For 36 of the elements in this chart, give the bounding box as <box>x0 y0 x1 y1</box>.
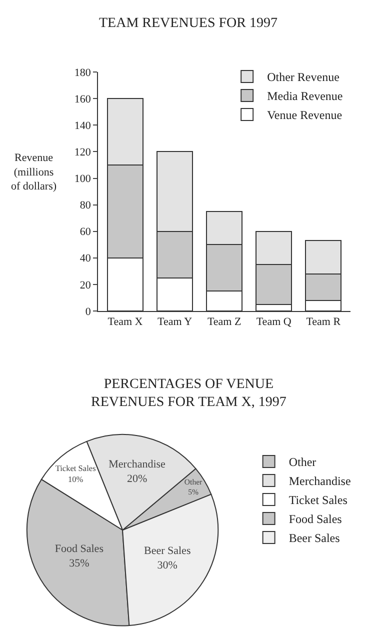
y-tick-label: 100 <box>74 173 92 186</box>
legend-label: Ticket Sales <box>288 493 348 508</box>
slice-label: Food Sales <box>54 543 104 556</box>
data-label: 20% <box>126 472 148 485</box>
legend-label: Beer Sales <box>288 531 340 546</box>
slice-label: Ticket Sales <box>55 464 96 474</box>
x-tick-label: Team R <box>306 316 342 328</box>
y-tick-label: 40 <box>80 252 92 265</box>
data-label: 35% <box>69 557 90 570</box>
y-tick-label: 20 <box>80 279 92 292</box>
x-tick-label: Team X <box>108 316 143 328</box>
y-tick-label: 80 <box>80 200 92 212</box>
data-label: 5% <box>188 488 199 497</box>
y-tick-label: 120 <box>74 146 92 159</box>
x-tick-label: Team Y <box>158 316 192 328</box>
slice-label: Other <box>184 478 203 487</box>
y-axis-title: Revenue (millions of dollars) <box>11 152 57 193</box>
y-tick-label: 180 <box>74 66 92 79</box>
chart-title: TEAM REVENUES FOR 1997 <box>99 16 278 31</box>
legend-label: Venue Revenue <box>267 108 342 122</box>
data-label: 30% <box>157 559 178 572</box>
y-tick-label: 60 <box>80 226 92 238</box>
y-tick-label: 140 <box>74 120 92 132</box>
legend-label: Media Revenue <box>267 89 343 104</box>
y-tick-label: 160 <box>74 93 92 106</box>
x-tick-label: Team Z <box>207 316 242 328</box>
legend-label: Food Sales <box>288 512 342 526</box>
data-label: 10% <box>68 474 84 484</box>
chart-title: PERCENTAGES OF VENUE REVENUES FOR TEAM X, 1997 <box>91 377 286 410</box>
legend-label: Merchandise <box>288 474 351 488</box>
slice-label: Merchandise <box>108 458 166 471</box>
legend-label: Other <box>288 455 316 470</box>
x-tick-label: Team Q <box>256 316 292 328</box>
y-tick-label: 0 <box>85 306 92 318</box>
slice-label: Beer Sales <box>144 544 191 557</box>
legend-label: Other Revenue <box>267 70 340 84</box>
